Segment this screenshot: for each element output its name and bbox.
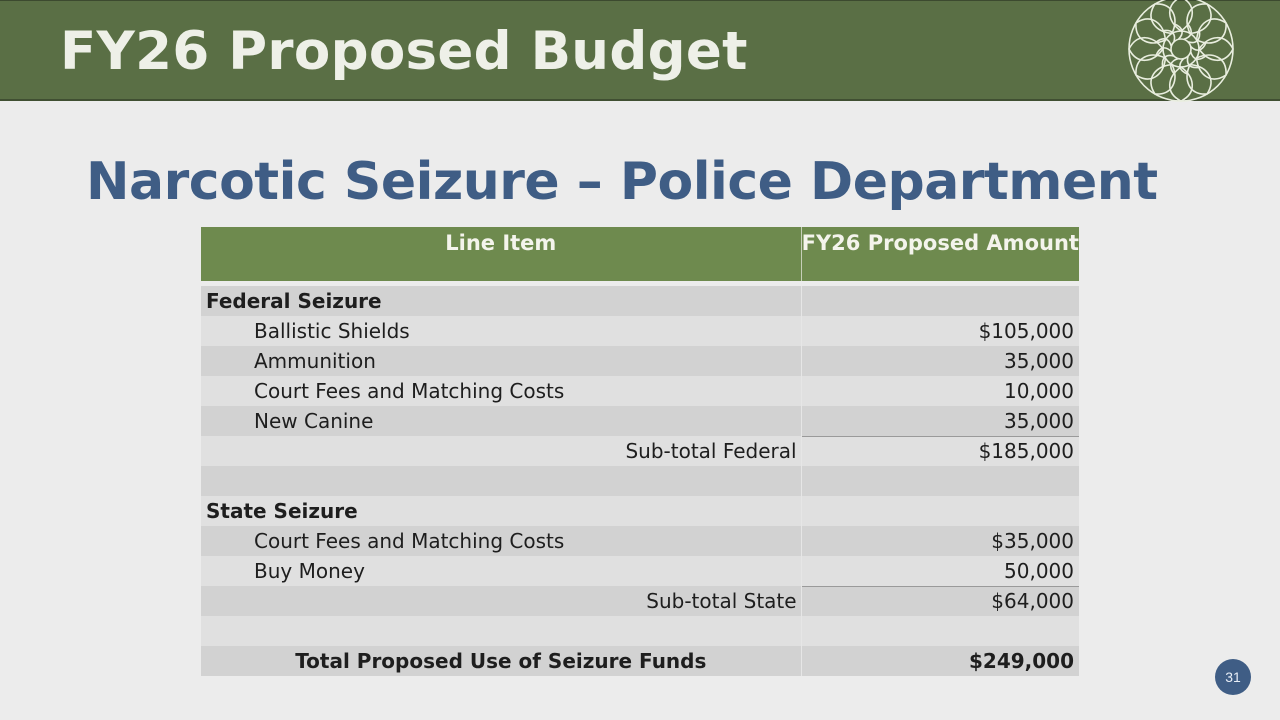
line-item-label: Court Fees and Matching Costs	[201, 526, 802, 556]
subtotal-label: Sub-total State	[201, 586, 802, 616]
table-header-row: Line Item FY26 Proposed Amount	[201, 227, 1079, 281]
section-label: State Seizure	[201, 496, 802, 526]
section-row-federal: Federal Seizure	[201, 286, 1079, 316]
line-item-amount: 35,000	[801, 346, 1079, 376]
subtotal-label: Sub-total Federal	[201, 436, 802, 466]
total-row: Total Proposed Use of Seizure Funds $249…	[201, 646, 1079, 676]
line-item-label: Ballistic Shields	[201, 316, 802, 346]
line-item-amount: $35,000	[801, 526, 1079, 556]
subtotal-amount: $185,000	[801, 436, 1079, 466]
line-item-amount: $105,000	[801, 316, 1079, 346]
line-item-label: Buy Money	[201, 556, 802, 586]
table-row: Court Fees and Matching Costs 10,000	[201, 376, 1079, 406]
total-amount: $249,000	[801, 646, 1079, 676]
line-item-label: Court Fees and Matching Costs	[201, 376, 802, 406]
slide-title: Narcotic Seizure – Police Department	[86, 152, 1158, 212]
total-label: Total Proposed Use of Seizure Funds	[201, 646, 802, 676]
section-label: Federal Seizure	[201, 286, 802, 316]
title-bar: FY26 Proposed Budget	[0, 0, 1280, 102]
line-item-amount: 10,000	[801, 376, 1079, 406]
subtotal-row-state: Sub-total State $64,000	[201, 586, 1079, 616]
line-item-amount: 50,000	[801, 556, 1079, 586]
line-item-label: New Canine	[201, 406, 802, 436]
line-item-label: Ammunition	[201, 346, 802, 376]
budget-table: Line Item FY26 Proposed Amount Federal S…	[201, 227, 1079, 676]
flower-emblem-icon	[1128, 0, 1234, 102]
slide-header-title: FY26 Proposed Budget	[60, 21, 748, 82]
table-row: Buy Money 50,000	[201, 556, 1079, 586]
blank-row	[201, 616, 1079, 646]
subtotal-amount: $64,000	[801, 586, 1079, 616]
subtotal-row-federal: Sub-total Federal $185,000	[201, 436, 1079, 466]
table-row: New Canine 35,000	[201, 406, 1079, 436]
table-row: Ballistic Shields $105,000	[201, 316, 1079, 346]
table-row: Ammunition 35,000	[201, 346, 1079, 376]
column-header-line-item: Line Item	[201, 227, 802, 281]
blank-row	[201, 466, 1079, 496]
line-item-amount: 35,000	[801, 406, 1079, 436]
table-row: Court Fees and Matching Costs $35,000	[201, 526, 1079, 556]
page-number-badge: 31	[1215, 659, 1251, 695]
column-header-amount: FY26 Proposed Amount	[801, 227, 1079, 281]
section-row-state: State Seizure	[201, 496, 1079, 526]
